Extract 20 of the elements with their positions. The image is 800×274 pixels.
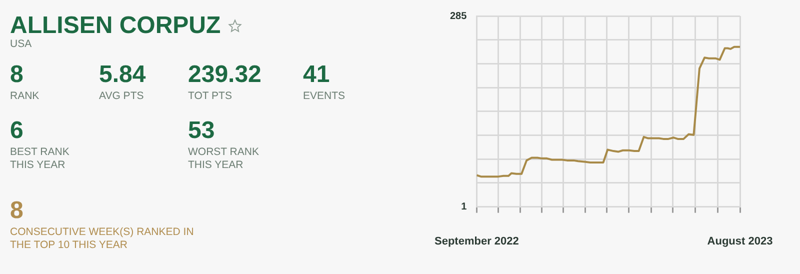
text: 6 bbox=[10, 117, 24, 144]
text: 41 bbox=[303, 61, 331, 88]
text: WORST RANK THIS YEAR bbox=[188, 146, 260, 172]
text: ALLISEN CORPUZ bbox=[10, 12, 221, 40]
text: CONSECUTIVE WEEK(S) RANKED IN THE TOP 10 THIS YEAR bbox=[10, 226, 195, 252]
text: 53 bbox=[188, 117, 216, 144]
text: 5.84 bbox=[99, 61, 147, 88]
text: 239.32 bbox=[188, 61, 262, 88]
text: BEST RANK THIS YEAR bbox=[10, 146, 70, 172]
y-tick-label: 285 bbox=[450, 10, 468, 22]
y-tick-label: 1 bbox=[461, 202, 468, 213]
text: USA bbox=[10, 38, 32, 50]
text: EVENTS bbox=[303, 90, 346, 103]
text: RANK bbox=[10, 90, 40, 103]
x-tick-label: September 2022 bbox=[434, 235, 519, 248]
x-tick-label: August 2023 bbox=[707, 235, 773, 248]
text: TOT PTS bbox=[188, 90, 233, 103]
text: AVG PTS bbox=[99, 90, 145, 103]
text: 8 bbox=[10, 61, 24, 88]
text: 8 bbox=[10, 197, 24, 224]
